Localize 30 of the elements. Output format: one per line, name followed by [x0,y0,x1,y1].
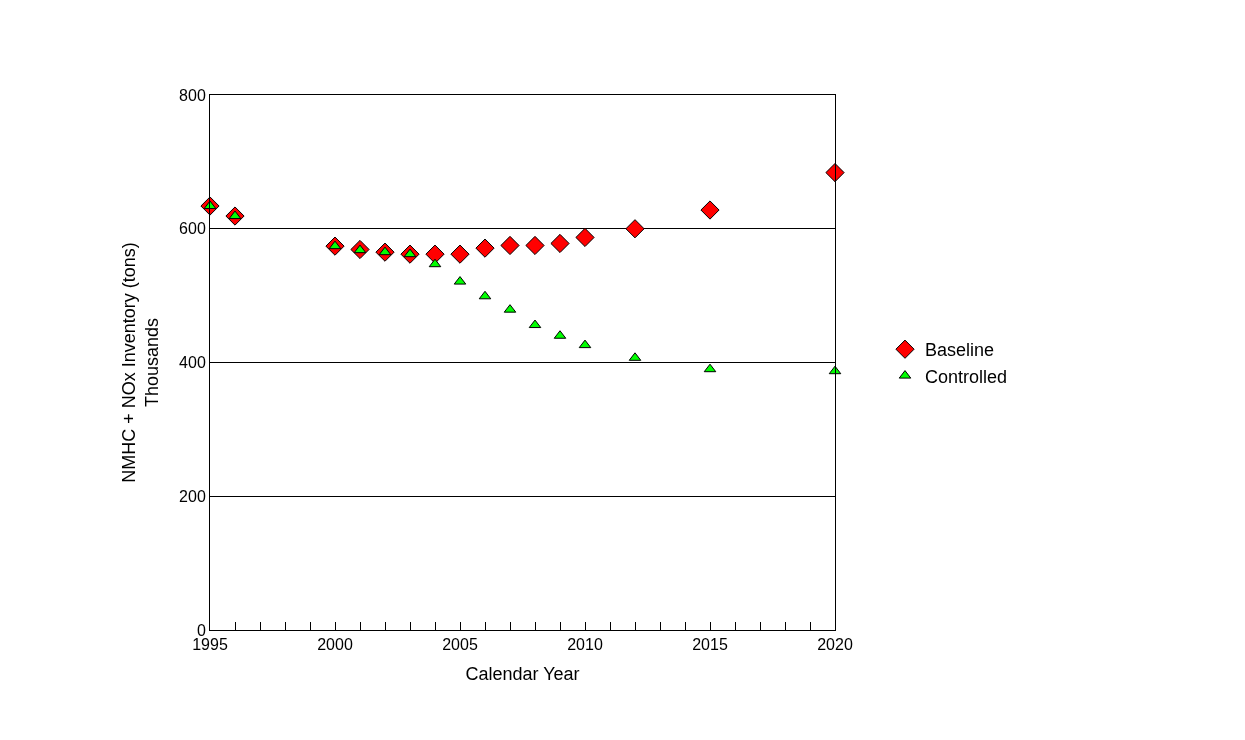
y-tick-label: 200 [179,487,206,505]
y-axis-title: NMHC + NOx Inventory (tons) Thousands [118,242,163,483]
x-axis-title: Calendar Year [465,664,580,685]
x-tick-label: 2005 [442,636,478,654]
x-tick-label: 2020 [817,636,853,654]
legend-label: Baseline [925,340,995,361]
point [578,339,592,349]
x-tick-label: 2010 [567,636,603,654]
point [478,290,492,300]
x-tick-label: 2015 [692,636,728,654]
point [625,219,645,239]
x-tick-label: 1995 [192,636,228,654]
point [825,162,845,183]
point [700,200,720,220]
y-tick-label: 400 [179,354,206,372]
point [528,319,542,329]
point [550,233,570,254]
legend-label: Controlled [925,366,1008,387]
point [525,235,545,256]
y-tick-label: 0 [196,621,206,639]
point [428,258,442,268]
point [450,244,470,264]
y-tick-label: 800 [179,86,206,104]
point [575,227,595,248]
point [703,363,717,373]
point [475,238,495,258]
y-tick-label: 600 [179,220,206,238]
x-tick-label: 2000 [317,636,353,654]
point [425,244,445,264]
point [500,235,520,256]
